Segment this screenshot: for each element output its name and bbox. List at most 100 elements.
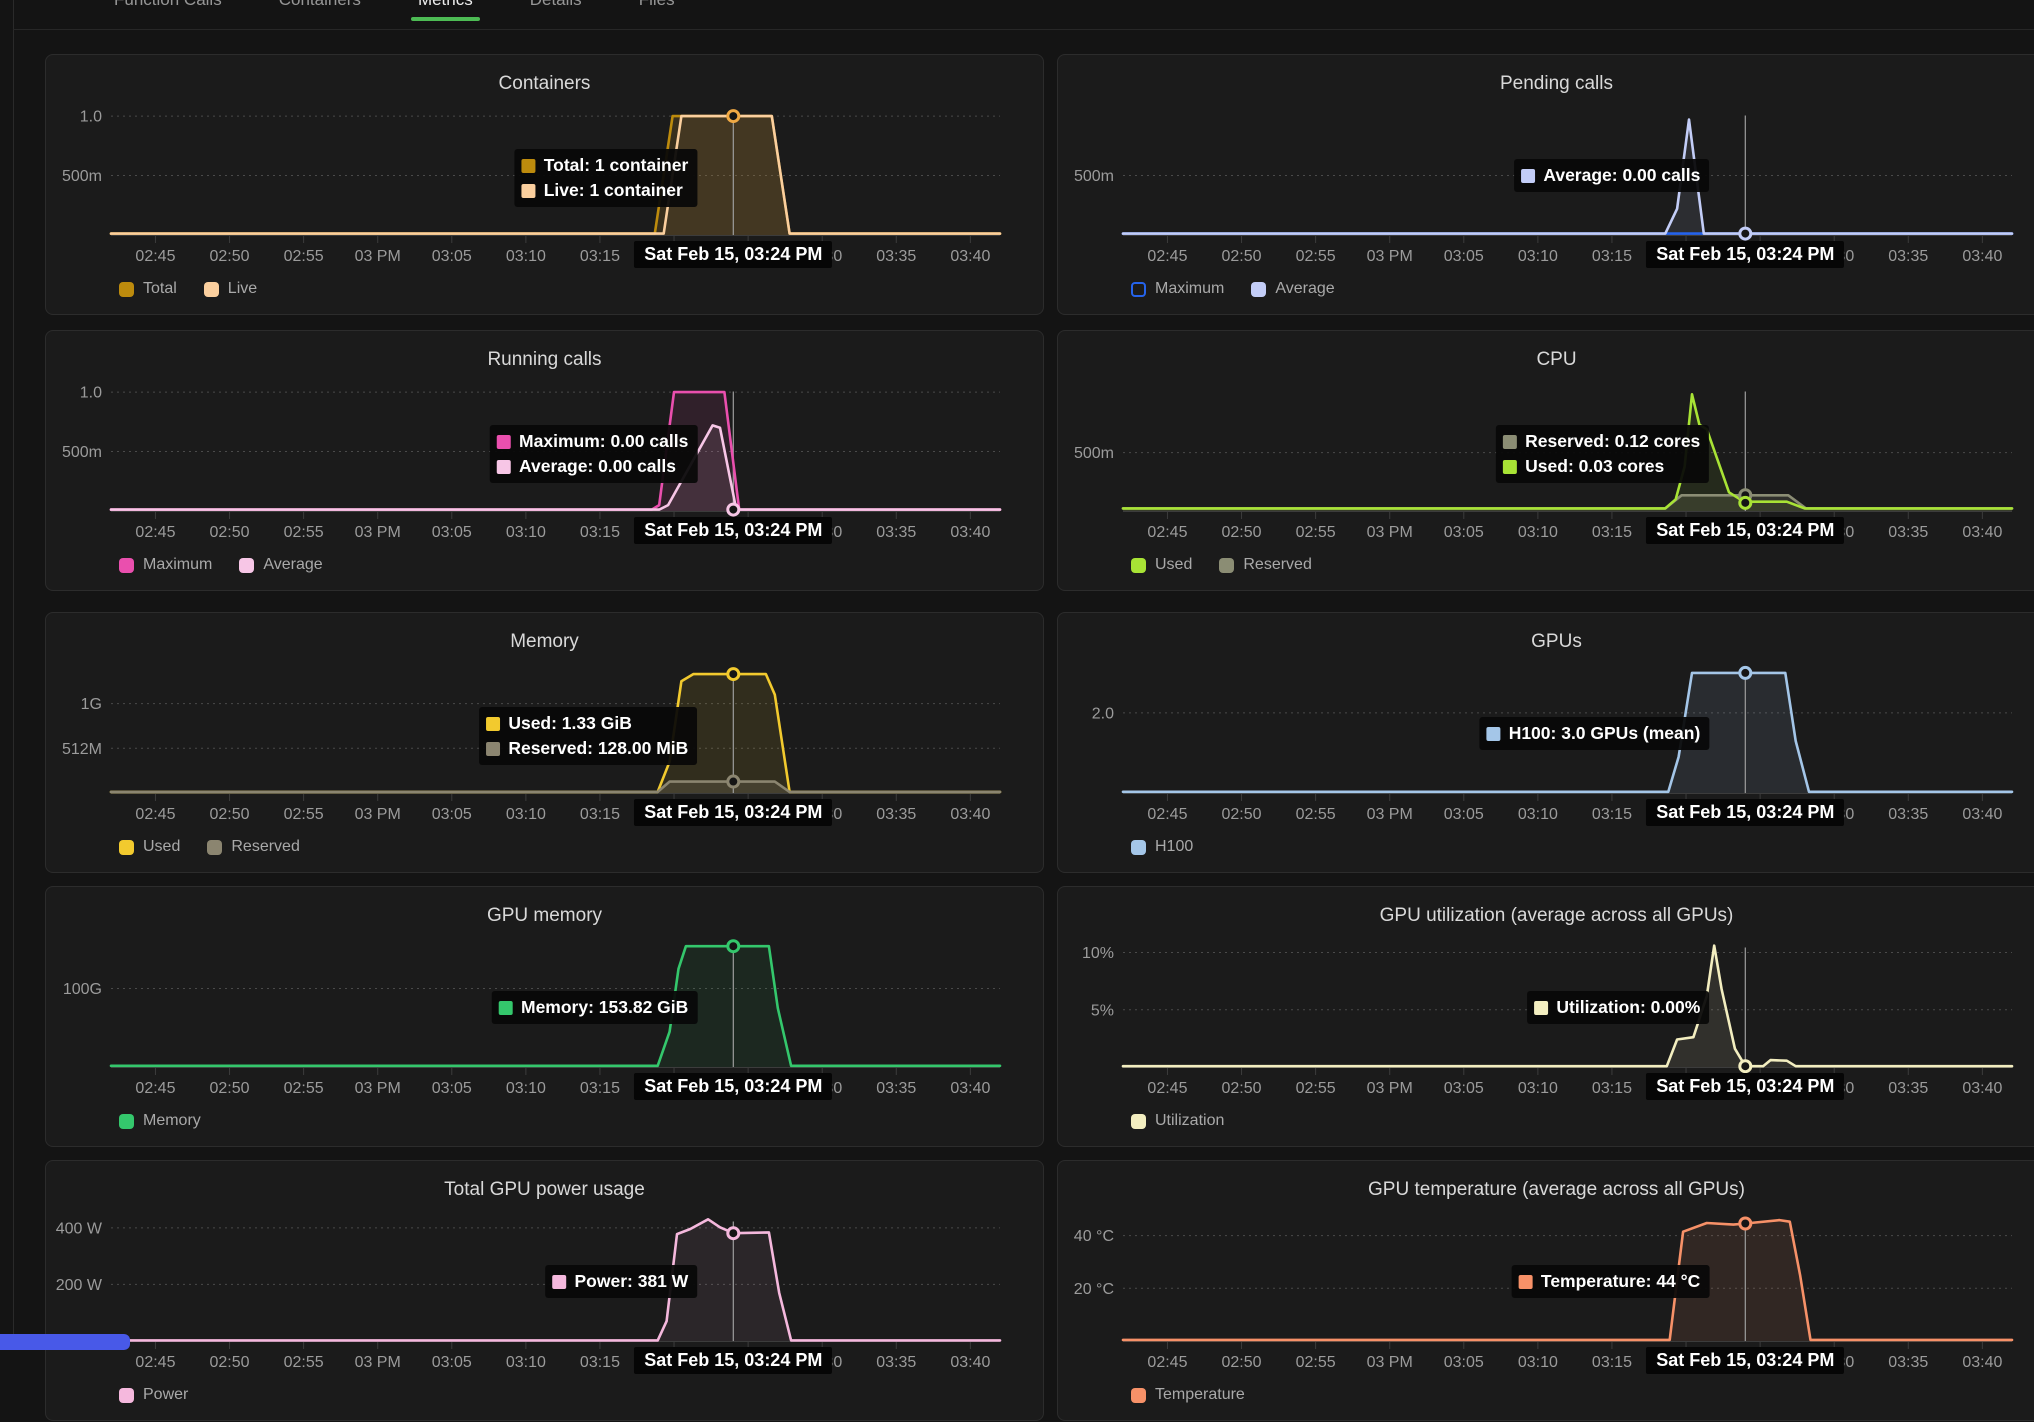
legend-item-used[interactable]: Used	[119, 838, 180, 856]
x-tick-label: 03:10	[506, 1354, 546, 1371]
tab-function-calls[interactable]: Function Calls	[114, 0, 222, 24]
legend-item-used[interactable]: Used	[1131, 556, 1192, 574]
x-tick-label: 02:55	[1296, 1080, 1336, 1097]
chart-title: GPU temperature (average across all GPUs…	[1368, 1179, 1745, 1200]
x-tick-label: 03 PM	[1367, 1354, 1413, 1371]
x-tick-label: 03:40	[1962, 1354, 2002, 1371]
legend-label: Maximum	[1155, 280, 1225, 297]
horizontal-scrollbar-thumb[interactable]	[0, 1334, 130, 1350]
legend-item-total[interactable]: Total	[119, 280, 177, 298]
chart-tooltip: Reserved: 0.12 cores Used: 0.03 cores	[1496, 425, 1710, 483]
chart-legend: Total Live	[119, 280, 257, 298]
crosshair-marker	[1738, 1059, 1753, 1074]
x-tick-label: 02:45	[135, 524, 175, 541]
tooltip-swatch-icon	[1503, 434, 1518, 449]
crosshair-marker	[726, 109, 741, 124]
series-area-reserved	[1123, 495, 2012, 511]
y-tick-label: 500m	[62, 444, 102, 461]
x-tick-label: 03:40	[1962, 806, 2002, 823]
legend-swatch-icon	[1131, 1113, 1146, 1129]
x-tick-label: 03:10	[506, 524, 546, 541]
x-tick-label: 02:45	[1147, 1080, 1187, 1097]
tooltip-row: Used: 1.33 GiB	[486, 711, 688, 736]
x-tick-label: 03:40	[950, 248, 990, 265]
x-tick-label: 02:50	[210, 1354, 250, 1371]
legend-item-utilization[interactable]: Utilization	[1131, 1112, 1224, 1130]
legend-item-h100[interactable]: H100	[1131, 838, 1193, 856]
chart-title: Containers	[498, 73, 591, 94]
legend-label: Reserved	[1243, 556, 1312, 573]
x-tick-label: 02:55	[284, 524, 324, 541]
chart-card-memory: Memory 1G 512M 02:45 02:50 02:55 03 PM 03:05 03:…	[45, 612, 1044, 873]
chart-title: GPU utilization (average across all GPUs…	[1379, 905, 1734, 926]
chart-plot[interactable]: 1.0 500m 02:45 02:50 02:55 03 PM 03:05 03:10 03:…	[46, 55, 1045, 316]
x-tick-label: 02:55	[284, 1354, 324, 1371]
x-tick-label: 03:15	[580, 248, 620, 265]
legend-item-average[interactable]: Average	[239, 556, 323, 574]
tab-files[interactable]: Files	[639, 0, 675, 24]
legend-item-maximum[interactable]: Maximum	[119, 556, 212, 574]
x-tick-label: 02:50	[1222, 1354, 1262, 1371]
x-tick-label: 03:40	[950, 806, 990, 823]
crosshair-time-label: Sat Feb 15, 03:24 PM	[634, 517, 833, 544]
chart-card-gpu-memory: GPU memory 100G 02:45 02:50 02:55 03 PM 03:05 0…	[45, 886, 1044, 1147]
tooltip-row: Utilization: 0.00%	[1534, 995, 1700, 1020]
legend-swatch-icon	[207, 839, 223, 855]
x-tick-label: 02:45	[1147, 1354, 1187, 1371]
x-tick-label: 02:45	[1147, 524, 1187, 541]
tooltip-swatch-icon	[521, 158, 536, 173]
chart-title: Memory	[510, 631, 579, 652]
x-tick-label: 02:55	[1296, 524, 1336, 541]
legend-item-temperature[interactable]: Temperature	[1131, 1386, 1245, 1404]
tab-details[interactable]: Details	[530, 0, 582, 24]
chart-legend: Maximum Average	[119, 556, 323, 574]
legend-swatch-icon	[119, 1387, 134, 1403]
tooltip-text: Used: 0.03 cores	[1525, 456, 1665, 476]
tooltip-text: Reserved: 0.12 cores	[1525, 431, 1701, 451]
tab-label: Containers	[279, 0, 361, 9]
legend-item-reserved[interactable]: Reserved	[207, 838, 300, 856]
x-tick-label: 02:50	[210, 1080, 250, 1097]
tab-containers[interactable]: Containers	[279, 0, 361, 24]
chart-tooltip: H100: 3.0 GPUs (mean)	[1479, 717, 1710, 750]
legend-item-reserved[interactable]: Reserved	[1219, 556, 1312, 574]
x-tick-label: 03 PM	[355, 1354, 401, 1371]
legend-item-memory[interactable]: Memory	[119, 1112, 201, 1130]
x-tick-label: 03:05	[432, 248, 472, 265]
legend-label: Average	[1275, 280, 1335, 297]
x-tick-label: 03:40	[950, 1080, 990, 1097]
crosshair-marker	[726, 502, 741, 517]
x-tick-label: 03:05	[432, 1354, 472, 1371]
crosshair-time-label: Sat Feb 15, 03:24 PM	[1646, 517, 1845, 544]
chart-legend: Maximum Average	[1131, 280, 1335, 298]
tab-metrics[interactable]: Metrics	[410, 0, 480, 24]
x-tick-label: 03:05	[432, 524, 472, 541]
x-tick-label: 03:10	[1518, 248, 1558, 265]
chart-title: CPU	[1536, 349, 1577, 370]
x-tick-label: 03:05	[1444, 1080, 1484, 1097]
chart-tooltip: Power: 381 W	[545, 1265, 698, 1298]
x-tick-label: 03 PM	[1367, 1080, 1413, 1097]
legend-item-power[interactable]: Power	[119, 1386, 188, 1404]
x-tick-label: 03:35	[1888, 248, 1928, 265]
tooltip-swatch-icon	[486, 741, 501, 756]
crosshair-time-label: Sat Feb 15, 03:24 PM	[1646, 799, 1845, 826]
legend-item-average[interactable]: Average	[1251, 280, 1335, 298]
legend-label: H100	[1155, 838, 1194, 855]
series-line-reserved	[1121, 494, 2014, 510]
chart-card-cpu: CPU 500m 02:45 02:50 02:55 03 PM 03:05 03:10 03:…	[1057, 330, 2034, 591]
tooltip-swatch-icon	[1521, 168, 1536, 183]
y-tick-label: 2.0	[1092, 705, 1114, 722]
chart-legend: Utilization	[1131, 1112, 1224, 1130]
series-area-used	[111, 674, 1000, 793]
chart-card-pending-calls: Pending calls 500m 02:45 02:50 02:55 03 PM 03:…	[1057, 54, 2034, 315]
legend-label: Average	[263, 556, 323, 573]
legend-item-maximum[interactable]: Maximum	[1131, 280, 1224, 298]
x-tick-label: 03:40	[1962, 1080, 2002, 1097]
x-tick-label: 02:50	[210, 248, 250, 265]
legend-swatch-icon	[1131, 839, 1146, 855]
legend-swatch-icon	[1131, 1387, 1146, 1403]
tooltip-swatch-icon	[497, 459, 512, 474]
legend-item-live[interactable]: Live	[203, 280, 257, 298]
x-tick-label: 02:55	[1296, 806, 1336, 823]
